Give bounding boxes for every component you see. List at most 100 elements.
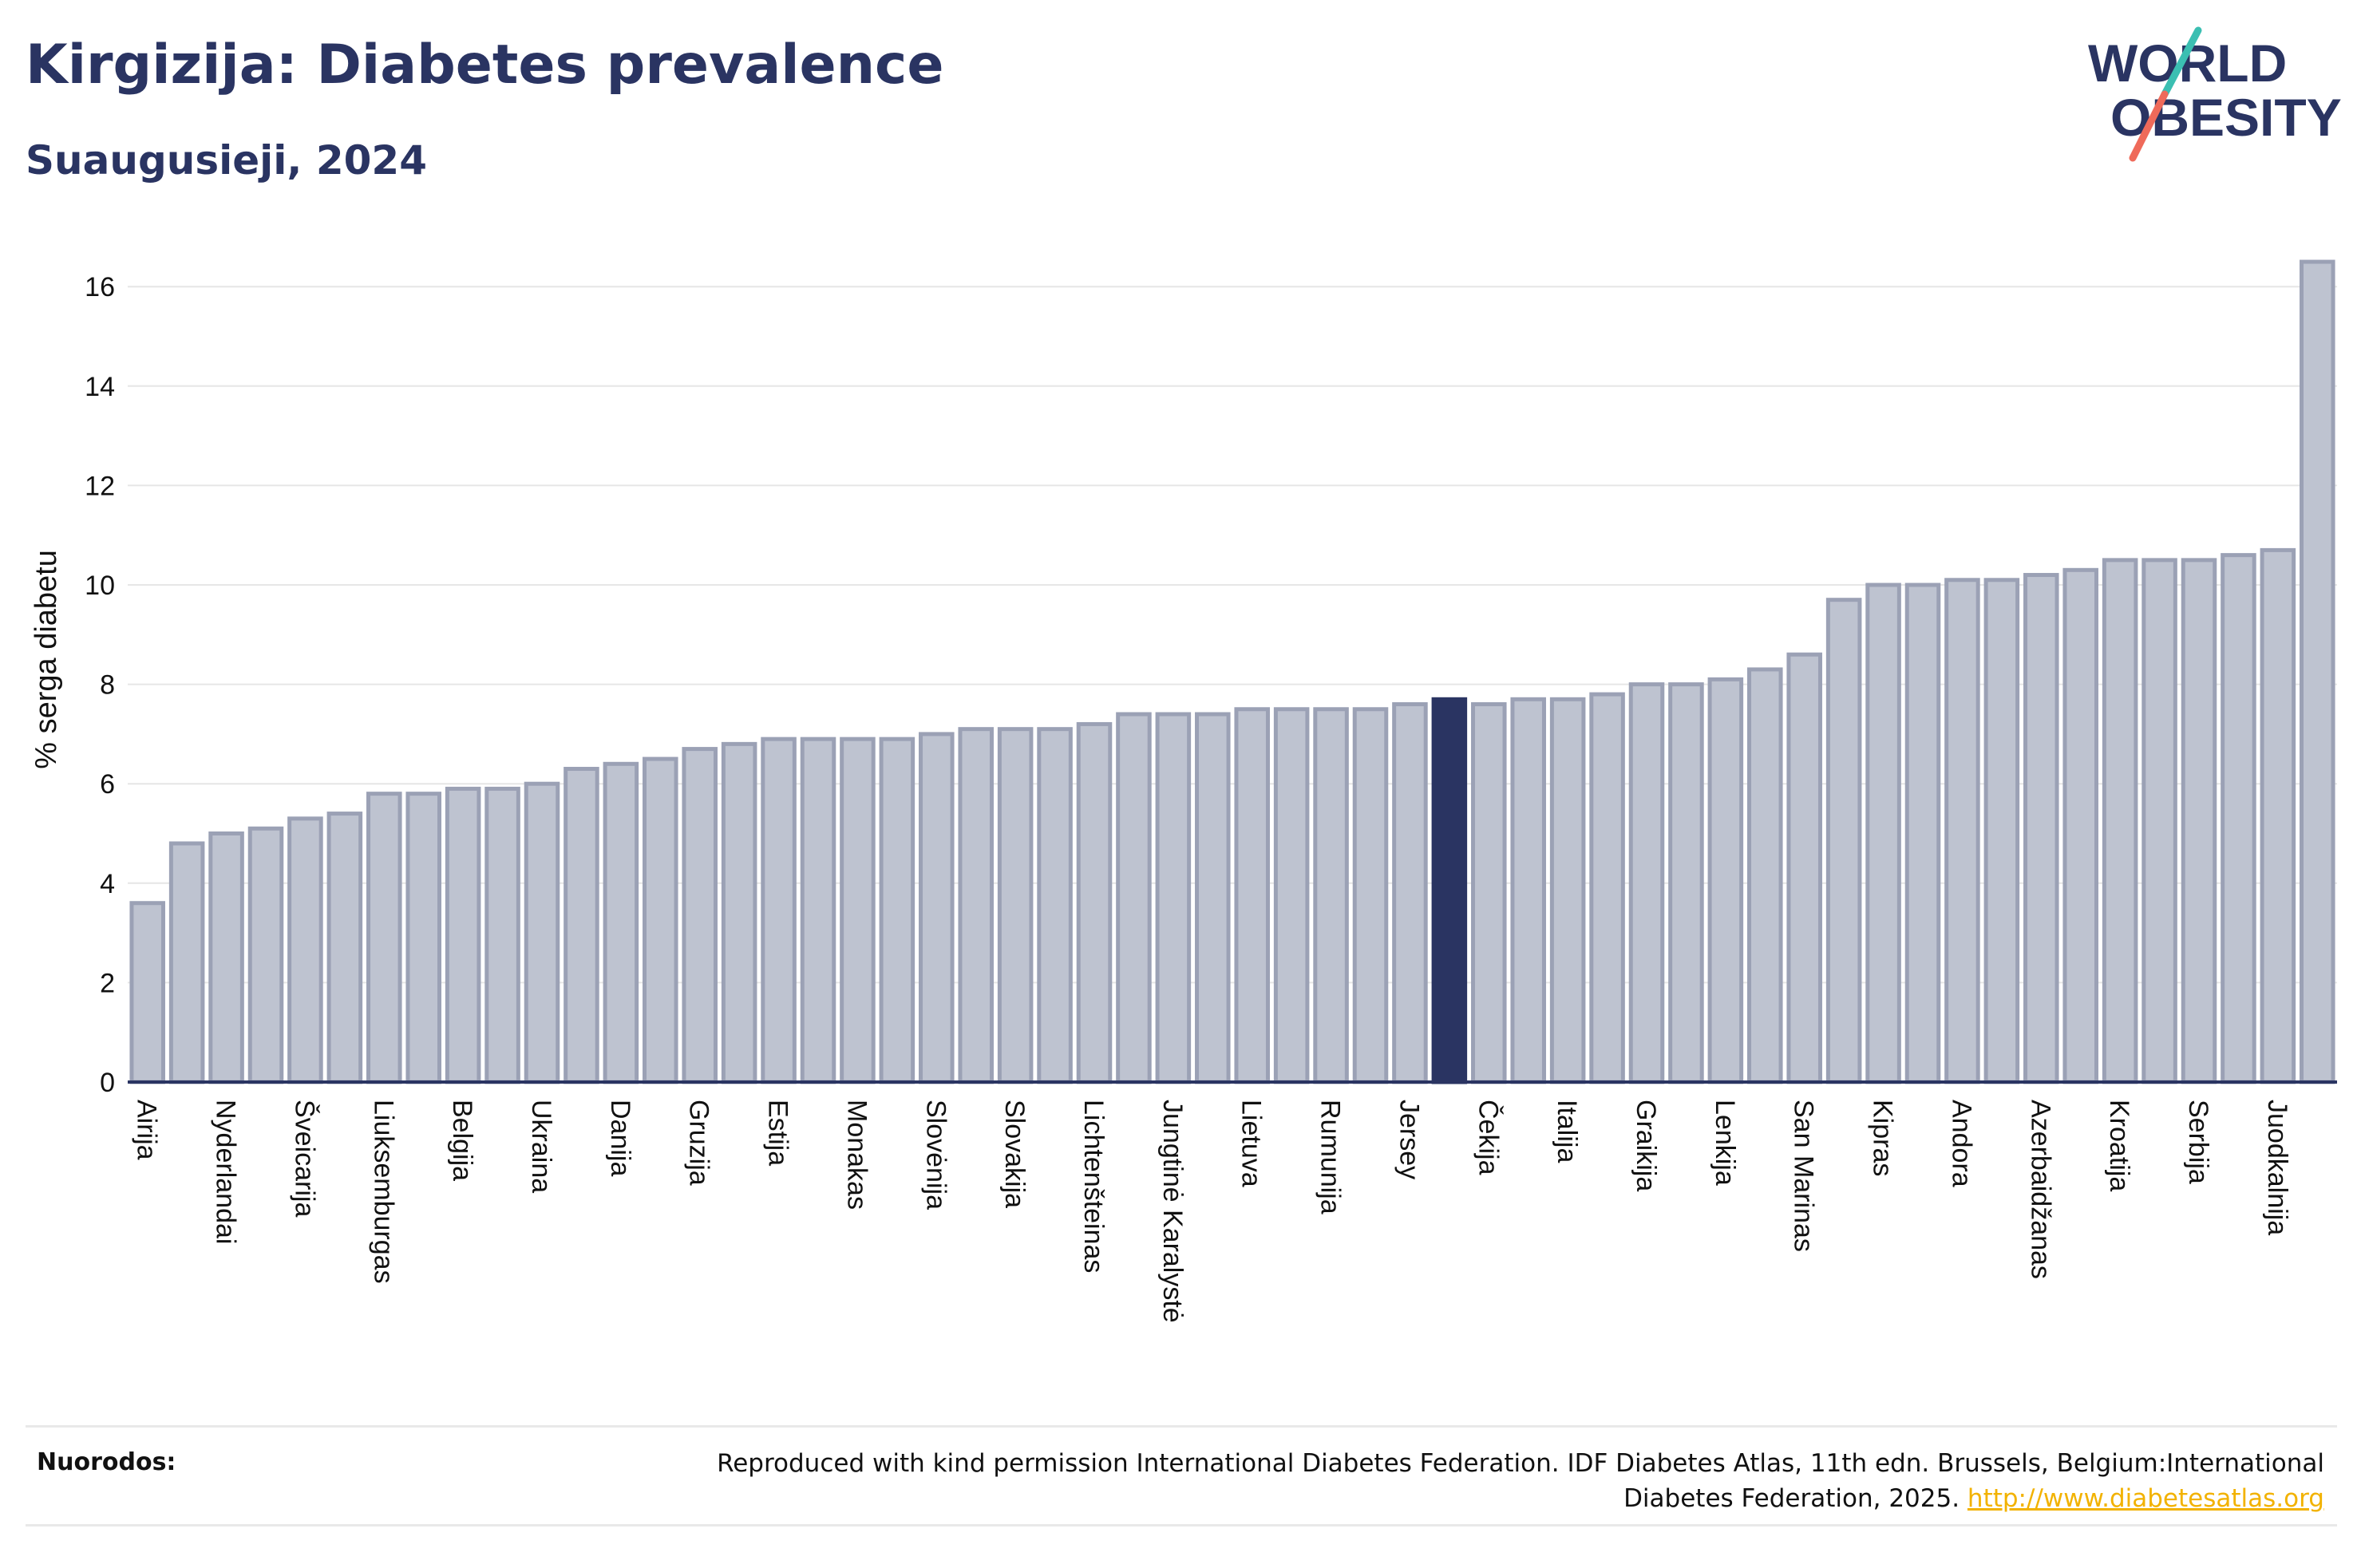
- bar: [1392, 702, 1428, 1084]
- y-tick-label: 0: [100, 1068, 115, 1098]
- y-axis-title: % serga diabetu: [30, 550, 63, 769]
- bar: [1865, 583, 1901, 1084]
- x-tick-label: Azerbaidžanas: [2025, 1100, 2055, 1279]
- x-tick-label: Kipras: [1868, 1100, 1898, 1176]
- bar: [1510, 697, 1546, 1084]
- bar: [445, 786, 481, 1084]
- x-tick-label: Lichtenšteinas: [1078, 1100, 1109, 1273]
- bar: [326, 812, 363, 1084]
- bar: [168, 841, 205, 1084]
- bar: [1786, 652, 1822, 1084]
- y-tick-label: 8: [100, 670, 115, 701]
- x-tick-label: Estija: [763, 1100, 793, 1166]
- bar: [2260, 547, 2296, 1084]
- bar: [1195, 712, 1231, 1084]
- world-obesity-logo: WORLD OBESITY: [2088, 26, 2342, 162]
- y-tick-label: 16: [85, 272, 115, 302]
- bar: [1549, 697, 1586, 1084]
- x-tick-label: Rumunija: [1315, 1100, 1346, 1215]
- bar: [1628, 682, 1665, 1084]
- sources-text: Reproduced with kind permission Internat…: [608, 1446, 2324, 1516]
- x-tick-label: Italija: [1552, 1100, 1582, 1163]
- x-tick-label: Slovakija: [999, 1100, 1030, 1208]
- bars: [129, 259, 2335, 1084]
- bar: [800, 737, 836, 1084]
- bar: [1944, 578, 1980, 1084]
- bar: [919, 732, 955, 1084]
- x-tick-label: Šveicarija: [289, 1100, 319, 1217]
- bar: [287, 816, 323, 1084]
- chart-title: Kirgizija: Diabetes prevalence: [26, 34, 944, 97]
- x-tick-label: Kroatija: [2104, 1100, 2134, 1191]
- x-tick-label: Čekija: [1473, 1100, 1503, 1175]
- sources-citation: Reproduced with kind permission Internat…: [717, 1449, 2324, 1513]
- bar: [2062, 567, 2098, 1084]
- bar: [2221, 553, 2256, 1084]
- bar: [879, 737, 916, 1084]
- bar: [958, 727, 994, 1084]
- bar-highlight: [1431, 697, 1468, 1084]
- bar: [1747, 667, 1783, 1084]
- logo-text-obesity: OBESITY: [2110, 88, 2342, 147]
- bar: [564, 767, 599, 1084]
- bar: [721, 741, 757, 1084]
- sources-label: Nuorodos:: [37, 1448, 176, 1476]
- bar: [1116, 712, 1152, 1084]
- bar: [603, 761, 639, 1084]
- x-tick-label: Lietuva: [1236, 1100, 1267, 1187]
- bar: [1352, 707, 1389, 1084]
- y-axis-title-text: % serga diabetu: [30, 550, 63, 769]
- x-tick-label: Serbija: [2183, 1100, 2213, 1184]
- bar: [2023, 573, 2059, 1084]
- bar: [1668, 682, 1704, 1084]
- bar: [2181, 558, 2217, 1084]
- bar: [761, 737, 797, 1084]
- logo-slash-teal: [2161, 26, 2202, 98]
- x-tick-label: Slovėnija: [920, 1100, 951, 1210]
- bar: [840, 737, 876, 1084]
- x-tick-label: Juodkalnija: [2262, 1100, 2292, 1235]
- x-tick-label: Danija: [605, 1100, 635, 1176]
- bar: [2300, 259, 2335, 1084]
- x-tick-label: Graikija: [1631, 1100, 1661, 1191]
- bar: [1471, 702, 1507, 1084]
- bar-chart: 0 2 4 6 8 10 12 14 16 Airija Nyderlandai Šveicarija…: [30, 259, 2337, 1323]
- x-tick-label: Nyderlandai: [211, 1100, 241, 1244]
- y-tick-label: 2: [100, 968, 115, 998]
- x-tick-label: Jungtinė Karalystė: [1157, 1100, 1188, 1323]
- bar: [2102, 558, 2138, 1084]
- x-tick-label: Lenkija: [1710, 1100, 1740, 1186]
- chart-subtitle: Suaugusieji, 2024: [26, 137, 427, 184]
- x-tick-label: Andora: [1946, 1100, 1976, 1187]
- x-tick-label: Monakas: [841, 1100, 872, 1210]
- x-tick-label: Ukraina: [526, 1100, 556, 1193]
- y-tick-label: 14: [85, 372, 115, 402]
- bar: [997, 727, 1034, 1084]
- footer-top-rule: [26, 1425, 2337, 1428]
- bar: [524, 781, 560, 1084]
- bar: [1037, 727, 1073, 1084]
- y-tick-label: 12: [85, 471, 115, 501]
- bar: [366, 792, 402, 1084]
- footer-bottom-rule: [26, 1524, 2337, 1527]
- bar: [1983, 578, 2020, 1084]
- x-tick-label: Gruzija: [684, 1100, 714, 1186]
- bar: [2142, 558, 2177, 1084]
- axes: 0 2 4 6 8 10 12 14 16 Airija Nyderlandai Šveicarija…: [85, 272, 2337, 1323]
- y-tick-label: 6: [100, 769, 115, 800]
- bar: [1076, 721, 1113, 1084]
- bar: [1155, 712, 1192, 1084]
- x-tick-label: Belgija: [447, 1100, 477, 1181]
- bar: [1825, 598, 1862, 1084]
- bar: [405, 792, 441, 1084]
- sources-link[interactable]: http://www.diabetesatlas.org: [1967, 1484, 2324, 1513]
- bar: [682, 747, 718, 1084]
- bar: [1313, 707, 1349, 1084]
- bar: [1707, 677, 1744, 1084]
- logo-slash-coral: [2129, 90, 2169, 162]
- x-tick-label: Liuksemburgas: [368, 1100, 398, 1284]
- bar: [129, 901, 165, 1084]
- y-tick-label: 4: [100, 869, 115, 899]
- y-tick-label: 10: [85, 571, 115, 601]
- bar: [643, 756, 678, 1084]
